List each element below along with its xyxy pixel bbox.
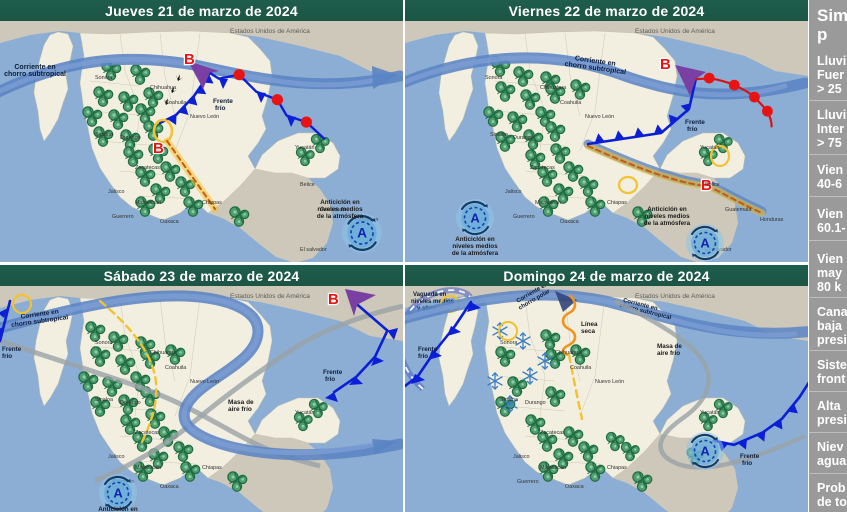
svg-text:Jalisco: Jalisco (505, 189, 521, 195)
svg-text:Zacatecas: Zacatecas (135, 165, 160, 171)
svg-text:Anticiclón en: Anticiclón en (647, 206, 687, 213)
svg-text:B: B (153, 140, 164, 157)
svg-text:Michoacán: Michoacán (135, 465, 161, 471)
svg-text:El salvador: El salvador (300, 247, 327, 253)
svg-text:Frente: Frente (418, 346, 438, 353)
svg-text:Vaguada en: Vaguada en (413, 292, 447, 298)
svg-text:Yucatán: Yucatán (700, 145, 719, 151)
svg-text:de la atmósfera: de la atmósfera (317, 213, 364, 220)
svg-text:aire frío: aire frío (657, 350, 680, 357)
svg-text:Yucatán: Yucatán (295, 145, 314, 151)
svg-text:Nuevo León: Nuevo León (585, 114, 614, 120)
svg-text:Masa de: Masa de (657, 343, 682, 350)
svg-text:frío: frío (742, 460, 752, 467)
svg-text:Zacatecas: Zacatecas (530, 165, 555, 171)
svg-text:niveles medios: niveles medios (644, 213, 690, 220)
svg-text:frío: frío (2, 353, 12, 360)
svg-text:B: B (184, 51, 195, 68)
svg-text:Oaxaca: Oaxaca (160, 219, 179, 225)
svg-text:Durango: Durango (120, 400, 141, 406)
svg-text:Coahuila: Coahuila (165, 100, 186, 106)
svg-text:Jalisco: Jalisco (108, 189, 124, 195)
svg-text:Anticiclón en: Anticiclón en (98, 506, 138, 512)
svg-text:Estados Unidos de América: Estados Unidos de América (635, 28, 715, 35)
svg-text:Zacatecas: Zacatecas (540, 430, 565, 436)
svg-text:Coahuila: Coahuila (560, 100, 581, 106)
svg-text:Sonora: Sonora (485, 75, 502, 81)
svg-text:Chiapas: Chiapas (607, 465, 627, 471)
svg-text:Masa de: Masa de (228, 399, 254, 406)
svg-text:Sonora: Sonora (95, 75, 112, 81)
svg-text:Chihuahua: Chihuahua (150, 350, 176, 356)
svg-text:Guerrero: Guerrero (517, 479, 539, 485)
svg-text:Sinaloa: Sinaloa (500, 397, 518, 403)
svg-text:Corriente en: Corriente en (14, 64, 55, 71)
svg-text:Sinaloa: Sinaloa (490, 132, 508, 138)
svg-text:Sonora: Sonora (500, 340, 517, 346)
svg-text:Yucatán: Yucatán (295, 410, 314, 416)
svg-text:de la atmósfera: de la atmósfera (644, 220, 691, 227)
svg-text:frío: frío (418, 353, 428, 360)
svg-text:Coahuila: Coahuila (165, 365, 186, 371)
svg-text:Guatemala: Guatemala (725, 207, 751, 213)
svg-text:Coahuila: Coahuila (570, 365, 591, 371)
svg-text:Zacatecas: Zacatecas (135, 430, 160, 436)
svg-text:Durango: Durango (525, 400, 546, 406)
svg-text:Jalisco: Jalisco (513, 454, 529, 460)
svg-text:Chihuahua: Chihuahua (540, 85, 566, 91)
svg-text:Yucatán: Yucatán (700, 410, 719, 416)
svg-text:Línea: Línea (581, 321, 598, 328)
svg-text:Belice: Belice (705, 182, 720, 188)
svg-text:Frente: Frente (213, 98, 233, 105)
svg-text:frío: frío (325, 376, 335, 383)
svg-text:Sinaloa: Sinaloa (95, 132, 113, 138)
svg-text:niveles medios: niveles medios (452, 243, 498, 250)
svg-text:frío: frío (215, 105, 226, 112)
svg-text:B: B (660, 56, 671, 73)
svg-text:Nuevo León: Nuevo León (595, 379, 624, 385)
svg-text:Frente: Frente (740, 453, 760, 460)
svg-text:Oaxaca: Oaxaca (565, 484, 584, 490)
svg-text:seca: seca (581, 328, 596, 335)
svg-text:Chiapas: Chiapas (202, 200, 222, 206)
svg-text:Guerrero: Guerrero (513, 214, 535, 220)
svg-text:aire frío: aire frío (228, 406, 252, 413)
svg-text:Chiapas: Chiapas (607, 200, 627, 206)
svg-text:Frente: Frente (685, 119, 705, 126)
svg-text:Anticiclón en: Anticiclón en (455, 236, 495, 243)
svg-text:Chihuahua: Chihuahua (150, 85, 176, 91)
svg-text:Honduras: Honduras (760, 217, 784, 223)
svg-text:Estados Unidos de América: Estados Unidos de América (635, 293, 715, 300)
svg-text:Estados Unidos de América: Estados Unidos de América (230, 293, 310, 300)
svg-text:Michoacán: Michoacán (535, 200, 561, 206)
svg-text:chorro subtropical: chorro subtropical (4, 71, 66, 78)
svg-text:Chiapas: Chiapas (202, 465, 222, 471)
svg-text:Belice: Belice (300, 182, 315, 188)
svg-text:niveles medios: niveles medios (317, 206, 363, 213)
svg-text:Nuevo León: Nuevo León (190, 379, 219, 385)
svg-text:Frente: Frente (2, 346, 22, 353)
svg-text:Frente: Frente (323, 369, 343, 376)
svg-text:Durango: Durango (120, 135, 141, 141)
svg-text:Estados Unidos de América: Estados Unidos de América (230, 28, 310, 35)
svg-text:Sonora: Sonora (95, 340, 112, 346)
svg-text:Sinaloa: Sinaloa (95, 397, 113, 403)
svg-text:Chihuahua: Chihuahua (555, 350, 581, 356)
svg-text:Oaxaca: Oaxaca (560, 219, 579, 225)
svg-text:Jalisco: Jalisco (108, 454, 124, 460)
svg-text:frío: frío (687, 126, 698, 133)
svg-text:Anticiclón en: Anticiclón en (320, 199, 360, 206)
svg-text:Michoacán: Michoacán (540, 465, 566, 471)
svg-text:Guerrero: Guerrero (112, 214, 134, 220)
svg-text:Durango: Durango (513, 135, 534, 141)
svg-text:B: B (328, 291, 339, 308)
svg-text:Oaxaca: Oaxaca (160, 484, 179, 490)
svg-text:Michoacán: Michoacán (135, 200, 161, 206)
svg-text:Nuevo León: Nuevo León (190, 114, 219, 120)
svg-text:de la atmósfera: de la atmósfera (452, 250, 499, 257)
